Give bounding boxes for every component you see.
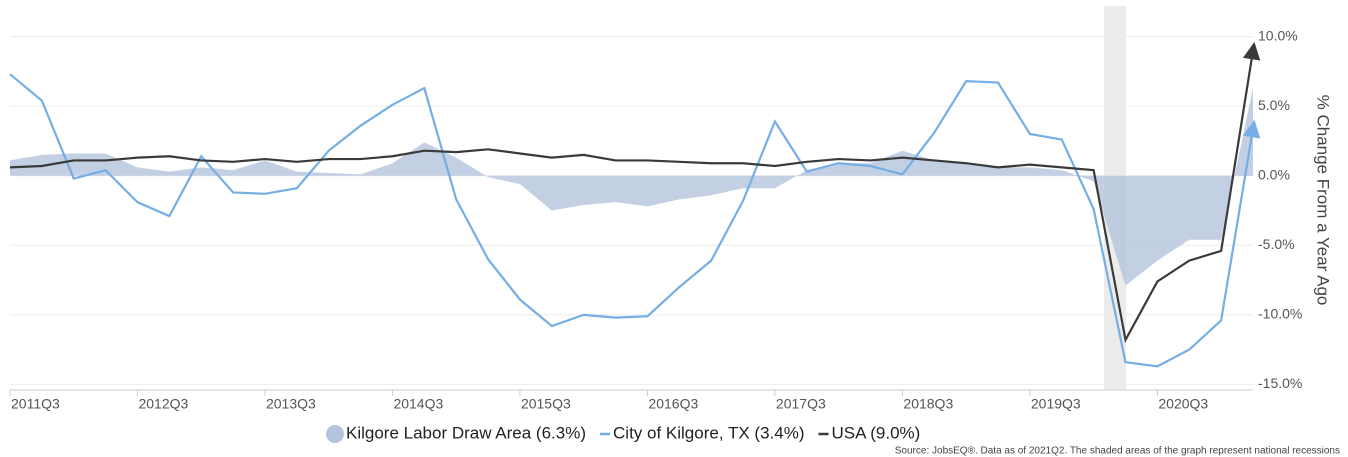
x-tick-label: 2012Q3 <box>138 396 188 412</box>
y-tick-label: -10.0% <box>1258 306 1302 322</box>
x-tick-label: 2020Q3 <box>1158 396 1208 412</box>
legend-label: City of Kilgore, TX (3.4%) <box>613 423 804 442</box>
x-tick-label: 2018Q3 <box>903 396 953 412</box>
x-tick-label: 2013Q3 <box>266 396 316 412</box>
y-axis-title: % Change From a Year Ago <box>1314 95 1333 306</box>
x-tick-label: 2015Q3 <box>521 396 571 412</box>
y-tick-label: 5.0% <box>1258 97 1290 113</box>
y-tick-label: 0.0% <box>1258 166 1290 182</box>
legend-label: Kilgore Labor Draw Area (6.3%) <box>346 423 586 442</box>
source-note: Source: JobsEQ®. Data as of 2021Q2. The … <box>895 446 1340 457</box>
x-tick-label: 2017Q3 <box>776 396 826 412</box>
x-tick-label: 2016Q3 <box>648 396 698 412</box>
y-tick-label: -5.0% <box>1258 236 1295 252</box>
line <box>9 73 1261 368</box>
legend-marker <box>326 425 344 443</box>
y-tick-label: 10.0% <box>1258 27 1298 43</box>
x-tick-label: 2014Q3 <box>393 396 443 412</box>
x-tick-label: 2019Q3 <box>1031 396 1081 412</box>
x-tick-label: 2011Q3 <box>11 396 60 412</box>
y-tick-label: -15.0% <box>1258 375 1302 391</box>
line <box>9 41 1261 344</box>
area <box>10 88 1253 286</box>
legend-label: USA (9.0%) <box>832 423 921 442</box>
